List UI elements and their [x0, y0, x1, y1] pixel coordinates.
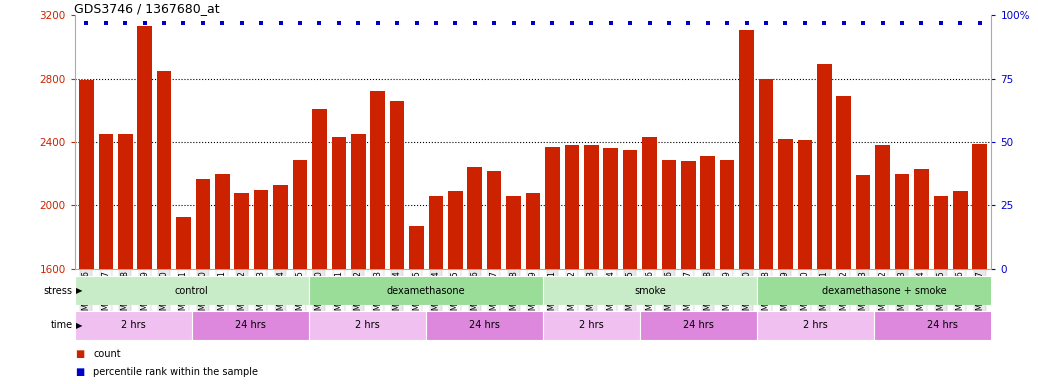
Bar [543, 311, 640, 340]
Bar [273, 185, 288, 269]
Text: ▶: ▶ [76, 321, 82, 330]
Bar [701, 156, 715, 269]
Bar [176, 217, 191, 269]
Bar [797, 141, 812, 269]
Bar [390, 101, 405, 269]
Bar [507, 196, 521, 269]
Bar [623, 150, 637, 269]
Bar [75, 276, 308, 305]
Bar [351, 134, 365, 269]
Text: count: count [93, 349, 121, 359]
Bar [661, 159, 676, 269]
Bar [467, 167, 482, 269]
Bar [875, 145, 890, 269]
Bar [525, 193, 541, 269]
Bar [545, 147, 559, 269]
Bar [254, 190, 269, 269]
Text: ■: ■ [75, 367, 84, 377]
Bar [817, 65, 831, 269]
Bar [543, 276, 758, 305]
Text: stress: stress [44, 286, 73, 296]
Bar [308, 311, 426, 340]
Bar [874, 311, 1011, 340]
Bar [778, 139, 793, 269]
Bar [448, 191, 463, 269]
Bar [914, 169, 929, 269]
Text: smoke: smoke [634, 286, 666, 296]
Bar [75, 311, 192, 340]
Text: ▶: ▶ [76, 286, 82, 295]
Text: GDS3746 / 1367680_at: GDS3746 / 1367680_at [74, 2, 219, 15]
Bar [215, 174, 229, 269]
Bar [487, 170, 501, 269]
Text: 24 hrs: 24 hrs [683, 320, 714, 331]
Bar [758, 311, 874, 340]
Text: percentile rank within the sample: percentile rank within the sample [93, 367, 258, 377]
Bar [720, 159, 735, 269]
Bar [157, 71, 171, 269]
Bar [640, 311, 758, 340]
Bar [895, 174, 909, 269]
Bar [371, 91, 385, 269]
Bar [293, 159, 307, 269]
Text: 2 hrs: 2 hrs [355, 320, 380, 331]
Bar [933, 196, 948, 269]
Bar [195, 179, 210, 269]
Bar [235, 193, 249, 269]
Bar [429, 196, 443, 269]
Bar [643, 137, 657, 269]
Bar [565, 145, 579, 269]
Text: 2 hrs: 2 hrs [579, 320, 604, 331]
Bar [118, 134, 133, 269]
Bar [603, 149, 618, 269]
Text: dexamethasone: dexamethasone [386, 286, 465, 296]
Text: 2 hrs: 2 hrs [120, 320, 145, 331]
Text: 2 hrs: 2 hrs [803, 320, 828, 331]
Bar [758, 276, 1011, 305]
Bar [953, 191, 967, 269]
Text: 24 hrs: 24 hrs [235, 320, 266, 331]
Bar [681, 161, 695, 269]
Bar [584, 145, 599, 269]
Bar [837, 96, 851, 269]
Bar [409, 226, 424, 269]
Bar [79, 80, 93, 269]
Bar [308, 276, 543, 305]
Bar [312, 109, 327, 269]
Text: control: control [174, 286, 209, 296]
Text: ■: ■ [75, 349, 84, 359]
Bar [426, 311, 543, 340]
Text: 24 hrs: 24 hrs [927, 320, 958, 331]
Text: 24 hrs: 24 hrs [469, 320, 499, 331]
Bar [759, 79, 773, 269]
Text: time: time [51, 320, 73, 331]
Bar [99, 134, 113, 269]
Bar [973, 144, 987, 269]
Bar [856, 175, 871, 269]
Bar [739, 30, 754, 269]
Bar [137, 26, 152, 269]
Bar [192, 311, 308, 340]
Text: dexamethasone + smoke: dexamethasone + smoke [822, 286, 947, 296]
Bar [331, 137, 346, 269]
